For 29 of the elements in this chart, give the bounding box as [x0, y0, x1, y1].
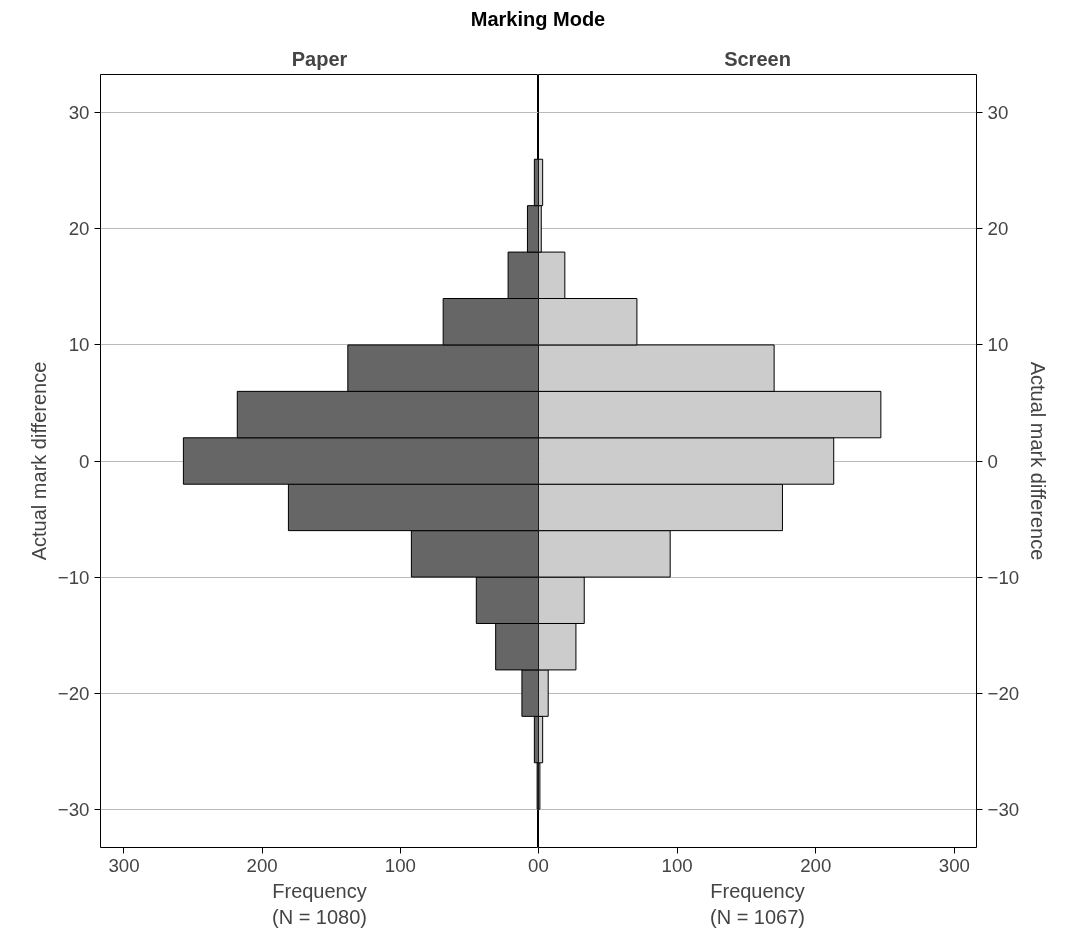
y-tick-label: 10: [68, 334, 90, 356]
x-tick-label: 300: [938, 854, 970, 876]
y-tick-label: −10: [987, 566, 1020, 588]
y-tick-label: 0: [987, 450, 998, 472]
y-axis-title: Actual mark difference: [27, 361, 50, 561]
x-tick-label: 200: [246, 854, 278, 876]
y-tick-label: 30: [987, 102, 1009, 124]
y-tick-label: 0: [79, 450, 90, 472]
chart-title: Paper: [291, 47, 348, 70]
y-tick-label: −20: [987, 682, 1020, 704]
y-tick-label: −20: [57, 682, 90, 704]
y-tick-label: 30: [68, 102, 90, 124]
y-tick-label: 10: [987, 334, 1009, 356]
y-tick-label: −10: [57, 566, 90, 588]
text: Marking Mode: [470, 7, 606, 32]
x-tick-label: 0: [538, 854, 549, 876]
y-tick-label: 20: [987, 218, 1009, 240]
y-tick-label: −30: [987, 798, 1020, 820]
x-tick-label: 100: [661, 854, 693, 876]
x-tick-label: 300: [108, 854, 140, 876]
chart-title: Screen: [724, 47, 791, 70]
x-tick-label: 100: [384, 854, 416, 876]
y-tick-label: −30: [57, 798, 90, 820]
y-axis-title: Actual mark difference: [1027, 361, 1050, 561]
y-tick-label: 20: [68, 218, 90, 240]
x-tick-label: 0: [528, 854, 539, 876]
x-axis-title: Frequency (N = 1080): [271, 879, 368, 928]
x-tick-label: 200: [800, 854, 832, 876]
x-axis-title: Frequency (N = 1067): [709, 879, 806, 928]
